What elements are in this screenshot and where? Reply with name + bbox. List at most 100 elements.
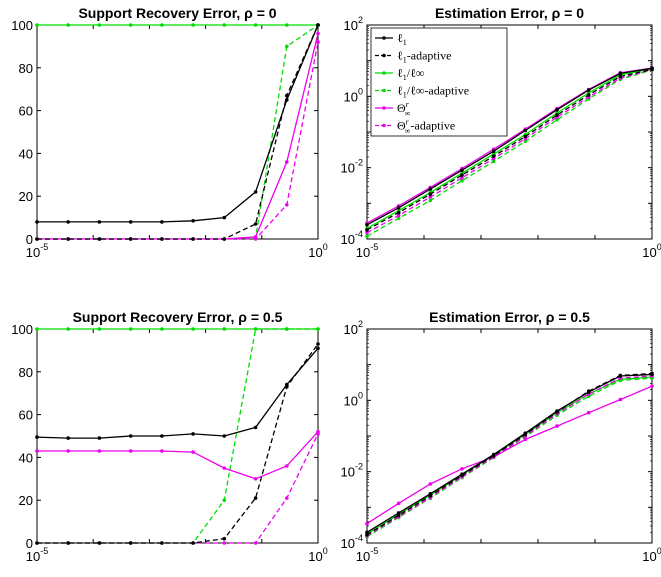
series-theta	[35, 429, 320, 481]
data-point	[285, 464, 289, 468]
series-linfa	[365, 376, 654, 539]
legend-marker	[382, 88, 386, 93]
y-tick-label: 100	[344, 86, 363, 104]
series-line-l1	[366, 67, 653, 226]
data-point	[285, 160, 289, 164]
y-tick-label: 80	[19, 61, 33, 76]
data-point	[460, 173, 464, 177]
data-point	[35, 220, 39, 224]
data-point	[128, 327, 133, 331]
y-tick-label: 10-2	[341, 462, 363, 480]
data-point	[365, 533, 369, 537]
data-point	[191, 450, 195, 454]
data-point	[650, 384, 654, 388]
data-point	[160, 449, 164, 453]
series-l1	[365, 372, 654, 535]
data-point	[555, 108, 559, 112]
data-point	[396, 206, 401, 210]
data-point	[555, 118, 559, 122]
data-point	[66, 449, 70, 453]
data-point	[523, 128, 528, 133]
x-tick-label: 10-5	[356, 546, 378, 564]
data-point	[618, 74, 623, 79]
data-point	[97, 220, 102, 224]
data-point	[586, 93, 591, 97]
data-point	[160, 434, 164, 438]
series-line-l1	[37, 24, 319, 223]
x-tick-label: 10-5	[356, 242, 378, 260]
data-point	[316, 31, 320, 36]
legend-label: ℓ1/ℓ∞-adaptive	[397, 84, 469, 100]
series-line-theta	[37, 33, 319, 240]
data-point	[253, 235, 258, 239]
data-point	[222, 498, 227, 503]
series-linf	[35, 23, 320, 27]
data-point	[222, 434, 227, 438]
data-point	[460, 467, 464, 471]
data-point	[491, 154, 496, 158]
x-tick-label: 100	[642, 546, 661, 564]
data-point	[191, 237, 195, 241]
data-point	[285, 203, 289, 207]
data-point	[396, 216, 401, 221]
panel-estimation-rho-0.5: Estimation Error, ρ = 0.5 10-5 100 10-4 10-2…	[341, 309, 661, 564]
x-tick-label: 10-5	[26, 546, 48, 564]
data-point	[66, 237, 70, 241]
legend-entry-linf: ℓ1/ℓ∞	[375, 66, 424, 82]
data-point	[428, 198, 433, 203]
data-point	[191, 219, 195, 223]
data-point	[618, 397, 623, 402]
data-point	[35, 541, 39, 545]
data-point	[555, 409, 559, 413]
series-line-l1	[36, 347, 319, 439]
y-tick-label: 0	[26, 536, 33, 551]
series-line-thetaa	[37, 433, 319, 544]
y-tick-label: 102	[344, 15, 363, 33]
data-point	[316, 346, 320, 351]
series-linfa	[35, 23, 320, 241]
data-point	[35, 435, 39, 439]
data-point	[523, 431, 528, 436]
legend-label: ℓ1-adaptive	[397, 49, 451, 65]
panel-support-rho-0: Support Recovery Error, ρ = 0 10-5 100 0 20 4…	[11, 5, 327, 260]
y-tick-label: 20	[19, 189, 33, 204]
axes-frame	[36, 328, 319, 544]
data-point	[396, 213, 401, 218]
data-point	[253, 327, 258, 331]
series-line-l1a	[37, 24, 319, 240]
series-l1	[365, 66, 654, 227]
x-tick-label: 100	[642, 242, 661, 260]
data-point	[128, 220, 133, 224]
data-point	[128, 449, 133, 453]
legend-label: Θr ∞-adaptive	[397, 118, 455, 136]
y-tick-label: 0	[26, 232, 33, 247]
data-point	[253, 541, 258, 545]
series-line-linf	[366, 67, 653, 229]
data-point	[160, 541, 164, 545]
y-tick-label: 40	[19, 146, 33, 161]
series-line-thetaa	[366, 375, 653, 537]
legend-marker	[382, 36, 386, 40]
series-line-theta	[37, 431, 319, 480]
data-point	[97, 449, 102, 453]
data-point	[285, 98, 289, 102]
data-point	[66, 23, 70, 27]
legend-marker	[382, 106, 386, 110]
data-point	[365, 234, 369, 238]
y-tick-label: 100	[344, 390, 363, 408]
series-line-linfa	[37, 328, 318, 544]
data-point	[365, 530, 369, 535]
series-l1	[35, 346, 320, 440]
data-point	[586, 410, 591, 415]
panel-support-rho-0.5: Support Recovery Error, ρ = 0.5 10-5 100 0 2…	[11, 309, 327, 564]
x-tick-label: 100	[308, 546, 327, 564]
data-point	[97, 237, 102, 241]
data-point	[460, 168, 464, 172]
y-tick-label: 60	[19, 104, 33, 119]
data-point	[66, 436, 70, 440]
data-point	[97, 23, 102, 27]
data-point	[35, 327, 39, 331]
y-tick-label: 80	[19, 365, 33, 380]
data-point	[396, 511, 401, 515]
data-point	[396, 501, 401, 506]
